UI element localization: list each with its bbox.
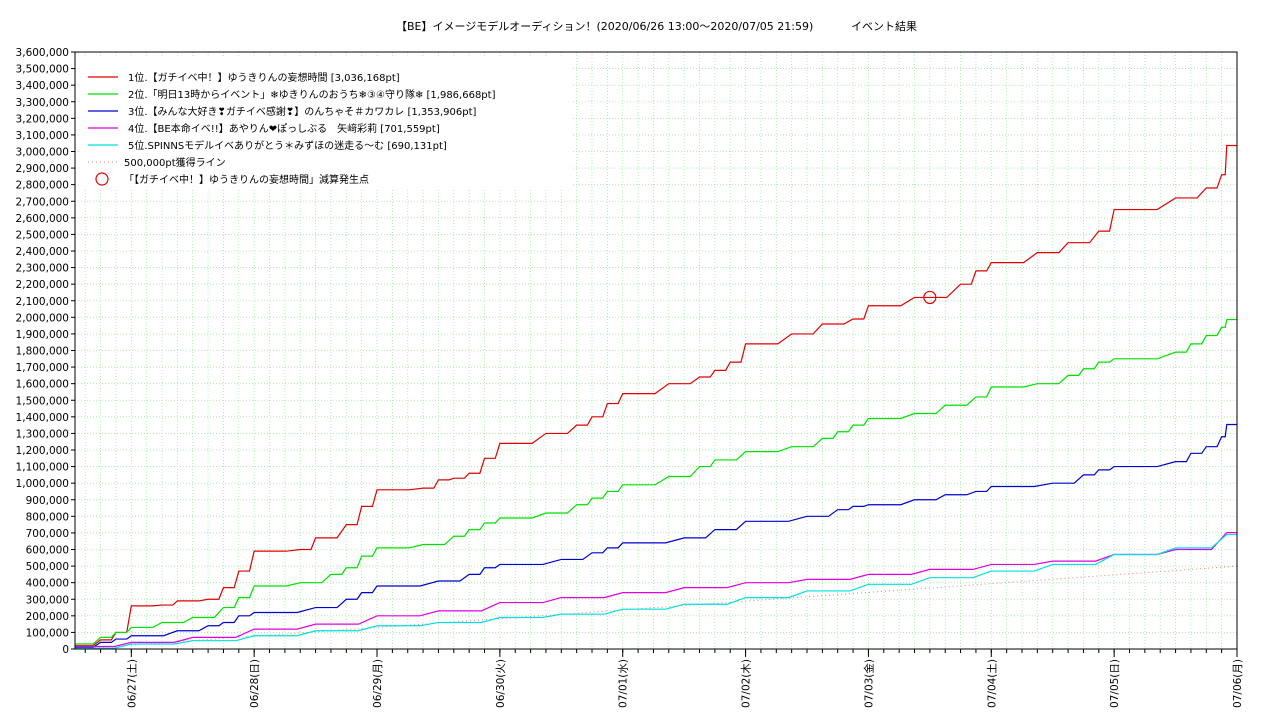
x-tick-label: 06/29(月) xyxy=(372,659,384,708)
x-tick-label: 07/06(月) xyxy=(1232,659,1244,708)
chart-subtitle: イベント結果 xyxy=(851,19,917,33)
chart-title: 【BE】イメージモデルオーディション！(2020/06/26 13:00〜202… xyxy=(396,19,813,33)
y-tick-label: 2,500,000 xyxy=(16,229,69,241)
y-tick-label: 1,000,000 xyxy=(16,478,69,490)
marker-layer xyxy=(923,290,937,305)
y-tick-label: 800,000 xyxy=(26,511,69,523)
x-tick-label: 06/30(火) xyxy=(495,659,507,708)
y-tick-label: 1,200,000 xyxy=(16,445,69,457)
y-tick-label: 1,400,000 xyxy=(16,412,69,424)
y-tick-label: 2,200,000 xyxy=(16,279,69,291)
legend-label: 5位.SPINNSモデルイベありがとう＊みずほの迷走る〜む [690,131pt… xyxy=(128,139,447,152)
y-tick-label: 300,000 xyxy=(26,594,69,606)
y-tick-label: 400,000 xyxy=(26,578,69,590)
legend: 1位.【ガチイベ中！】ゆうきりんの妄想時間 [3,036,168pt] 2位.「明… xyxy=(80,58,572,190)
y-tick-label: 2,100,000 xyxy=(16,296,69,308)
y-tick-label: 2,800,000 xyxy=(16,180,69,192)
y-tick-label: 3,600,000 xyxy=(16,47,69,59)
y-tick-label: 2,900,000 xyxy=(16,163,69,175)
y-tick-label: 3,000,000 xyxy=(16,147,69,159)
y-tick-label: 2,000,000 xyxy=(16,312,69,324)
y-tick-label: 3,400,000 xyxy=(16,80,69,92)
y-axis: 0 100,000 200,000 300,000 400,000 500,000 600,… xyxy=(16,47,75,656)
series-line-2 xyxy=(75,318,1237,645)
x-tick-label: 06/28(日) xyxy=(249,659,261,708)
legend-label: 1位.【ガチイベ中！】ゆうきりんの妄想時間 [3,036,168pt] xyxy=(128,71,400,84)
series-layer xyxy=(75,144,1237,649)
legend-marker-swatch xyxy=(95,172,109,186)
legend-box xyxy=(80,58,572,190)
y-tick-label: 2,600,000 xyxy=(16,213,69,225)
series-line-5 xyxy=(75,533,1237,649)
legend-label: 3位.【みんな大好き❣ガチイベ感謝❣】のんちゃそ＃カワカレ [1,353,906… xyxy=(128,105,477,118)
y-tick-label: 1,600,000 xyxy=(16,379,69,391)
y-tick-label: 3,200,000 xyxy=(16,113,69,125)
legend-label: 2位.「明日13時からイベント」❄ゆきりんのおうち❄③④守り隊❄ [1,986,… xyxy=(128,88,496,101)
y-tick-label: 600,000 xyxy=(26,545,69,557)
legend-label: 500,000pt獲得ライン xyxy=(124,156,226,169)
y-tick-label: 1,500,000 xyxy=(16,395,69,407)
x-tick-label: 07/03(金) xyxy=(862,659,875,708)
x-tick-label: 07/05(日) xyxy=(1109,659,1121,708)
x-tick-label: 07/04(土) xyxy=(985,659,998,708)
y-tick-label: 200,000 xyxy=(26,611,69,623)
y-tick-label: 2,400,000 xyxy=(16,246,69,258)
y-tick-label: 900,000 xyxy=(26,495,69,507)
y-tick-label: 100,000 xyxy=(26,627,69,639)
x-tick-label: 07/02(木) xyxy=(741,659,753,708)
y-tick-label: 700,000 xyxy=(26,528,69,540)
x-tick-label: 07/01(水) xyxy=(618,659,630,708)
y-tick-label: 3,300,000 xyxy=(16,97,69,109)
series-line-3 xyxy=(75,423,1237,648)
y-tick-label: 1,300,000 xyxy=(16,428,69,440)
y-tick-label: 1,100,000 xyxy=(16,462,69,474)
y-tick-label: 1,800,000 xyxy=(16,346,69,358)
y-tick-label: 1,700,000 xyxy=(16,362,69,374)
deduction-marker xyxy=(923,290,937,305)
legend-label: 4位.【BE本命イベ!!】あやりん❤ぽっしぶる 矢﨑彩莉 [701,559pt] xyxy=(128,122,440,135)
series-line-1 xyxy=(75,144,1237,647)
y-tick-label: 3,100,000 xyxy=(16,130,69,142)
y-tick-label: 2,300,000 xyxy=(16,263,69,275)
series-line-4 xyxy=(75,532,1237,648)
x-axis: 06/27(土) 06/28(日) 06/29(月) 06/30(火) 07/01(水)… xyxy=(84,649,1244,708)
y-tick-label: 500,000 xyxy=(26,561,69,573)
y-tick-label: 2,700,000 xyxy=(16,196,69,208)
y-tick-label: 0 xyxy=(62,644,69,656)
legend-label: 「【ガチイベ中！】ゆうきりんの妄想時間」減算発生点 xyxy=(124,173,369,186)
y-tick-label: 3,500,000 xyxy=(16,64,69,76)
y-tick-label: 1,900,000 xyxy=(16,329,69,341)
x-tick-label: 06/27(土) xyxy=(125,659,138,708)
